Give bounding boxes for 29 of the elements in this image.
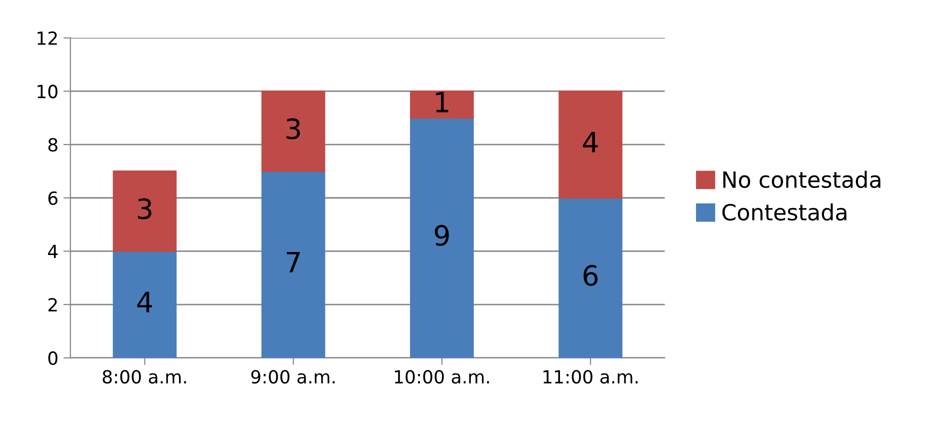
bar <box>261 90 326 172</box>
data-label: 4 <box>583 132 598 152</box>
y-tick-label: 6 <box>48 191 58 205</box>
y-tick-label: 2 <box>48 298 57 312</box>
bar <box>410 117 474 358</box>
x-tick-label: 11:00 a.m. <box>544 370 638 384</box>
x-tick-label: 10:00 a.m. <box>394 370 489 384</box>
data-label: 3 <box>138 198 152 220</box>
data-label: 3 <box>286 118 300 140</box>
bar <box>112 170 177 252</box>
legend-label: No contestada <box>723 170 880 188</box>
bar <box>410 90 474 119</box>
data-label: 7 <box>286 252 300 272</box>
legend-label: Contestada <box>722 203 846 221</box>
x-tick-label: 8:00 a.m. <box>102 370 186 384</box>
data-label: 4 <box>137 292 152 312</box>
data-label: 6 <box>584 264 598 286</box>
bar <box>558 197 622 358</box>
bar <box>112 250 177 358</box>
y-tick-label: 0 <box>48 351 58 365</box>
y-tick-label: 10 <box>38 84 58 98</box>
bar <box>558 90 622 199</box>
bar <box>261 170 326 358</box>
x-tick-label: 9:00 a.m. <box>251 370 335 384</box>
data-label: 9 <box>434 224 449 246</box>
y-tick-label: 8 <box>48 138 58 152</box>
data-label: 1 <box>436 92 448 112</box>
y-tick-label: 12 <box>38 31 57 45</box>
y-tick-label: 4 <box>48 244 58 258</box>
